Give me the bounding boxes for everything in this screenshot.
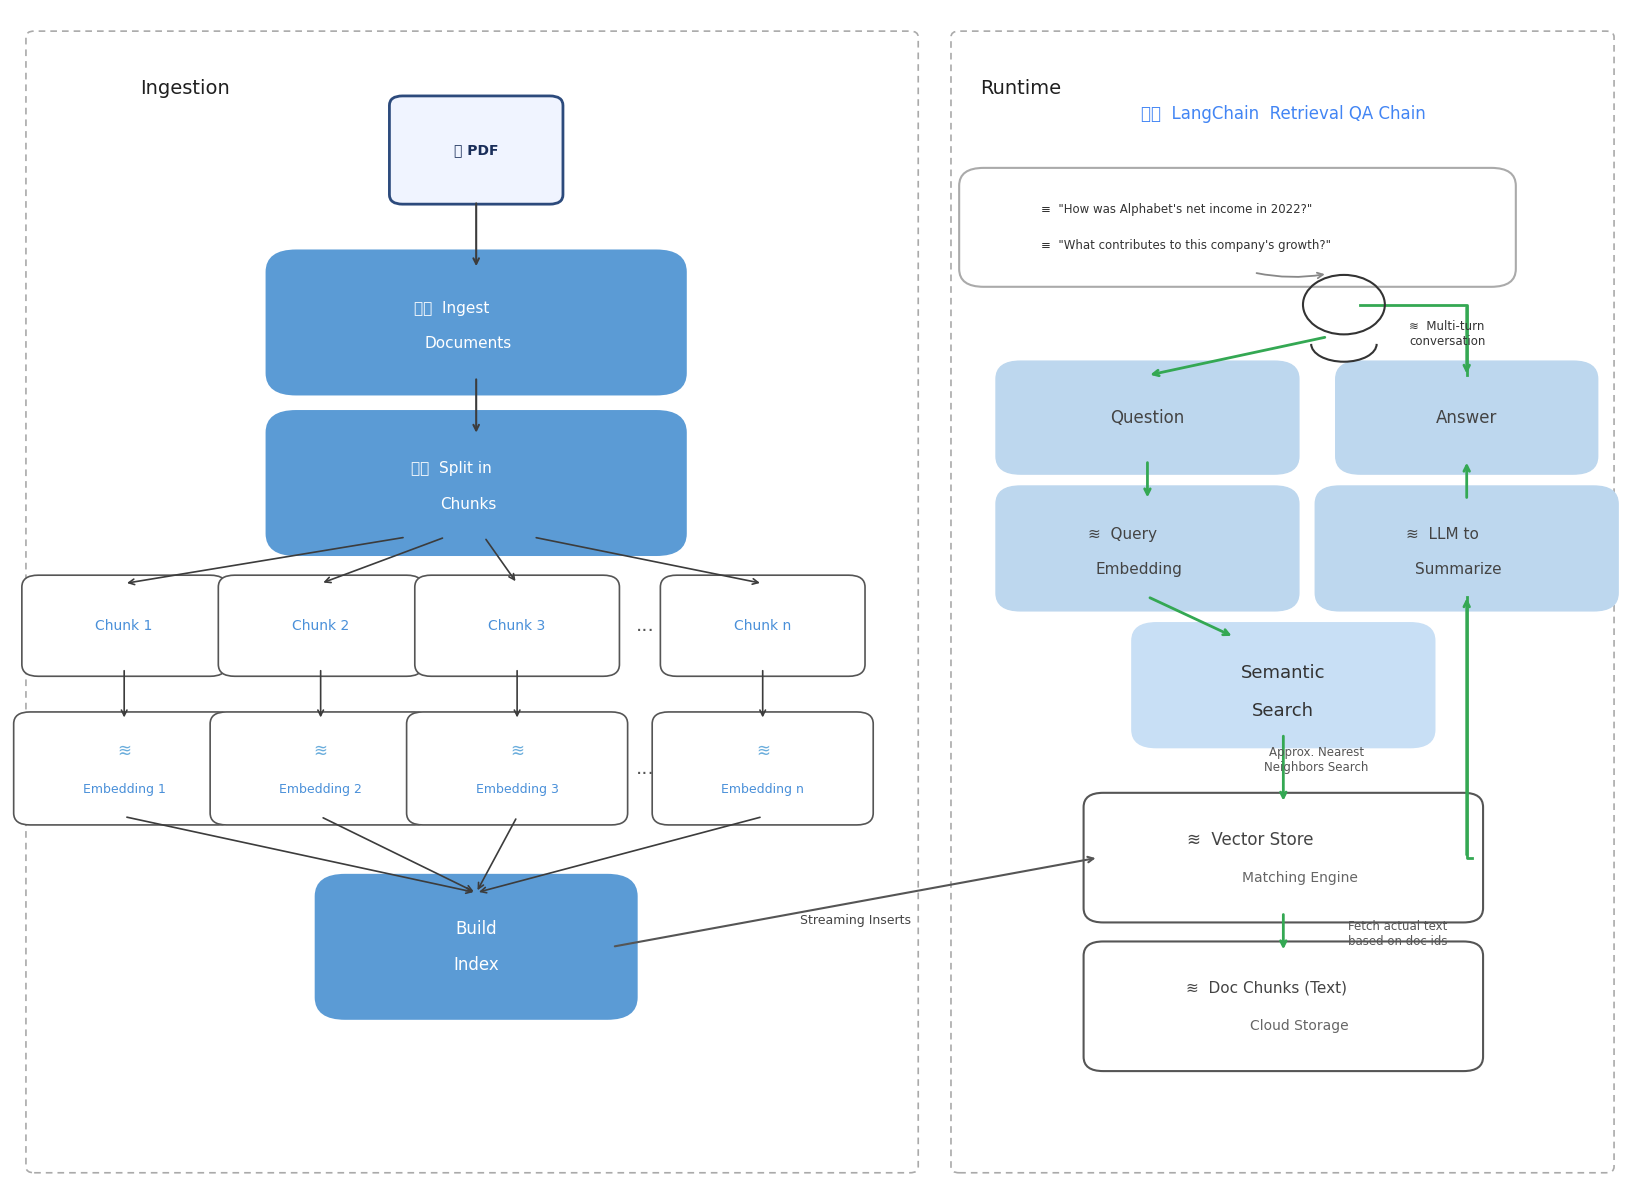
- FancyBboxPatch shape: [388, 95, 562, 204]
- Text: Fetch actual text
based on doc ids: Fetch actual text based on doc ids: [1347, 920, 1447, 949]
- FancyBboxPatch shape: [406, 712, 628, 825]
- Text: Chunks: Chunks: [439, 497, 497, 511]
- Text: Chunk n: Chunk n: [734, 619, 792, 633]
- Text: Matching Engine: Matching Engine: [1241, 871, 1357, 884]
- FancyBboxPatch shape: [13, 712, 234, 825]
- FancyBboxPatch shape: [267, 411, 685, 555]
- FancyBboxPatch shape: [210, 712, 431, 825]
- Text: ≡  "What contributes to this company's growth?": ≡ "What contributes to this company's gr…: [1041, 238, 1331, 252]
- FancyBboxPatch shape: [415, 576, 620, 676]
- Text: ...: ...: [634, 759, 654, 778]
- FancyBboxPatch shape: [661, 576, 864, 676]
- FancyBboxPatch shape: [316, 875, 636, 1019]
- Text: Embedding 2: Embedding 2: [279, 783, 362, 796]
- FancyBboxPatch shape: [1314, 486, 1618, 610]
- Text: ≋  Multi-turn
conversation: ≋ Multi-turn conversation: [1408, 321, 1485, 348]
- Text: Documents: Documents: [425, 336, 511, 352]
- Text: Embedding 3: Embedding 3: [475, 783, 559, 796]
- FancyBboxPatch shape: [1131, 622, 1434, 747]
- FancyBboxPatch shape: [652, 712, 872, 825]
- Text: 🦜🔗  Split in: 🦜🔗 Split in: [411, 461, 492, 477]
- Text: Semantic: Semantic: [1241, 664, 1324, 682]
- Text: Chunk 1: Chunk 1: [95, 619, 152, 633]
- Text: Cloud Storage: Cloud Storage: [1249, 1019, 1349, 1033]
- FancyBboxPatch shape: [995, 486, 1298, 610]
- FancyBboxPatch shape: [1083, 793, 1482, 923]
- Text: Question: Question: [1110, 409, 1183, 427]
- Text: Runtime: Runtime: [980, 79, 1060, 98]
- FancyBboxPatch shape: [21, 576, 226, 676]
- Text: ≋: ≋: [313, 741, 328, 759]
- FancyBboxPatch shape: [267, 250, 685, 395]
- Text: Chunk 3: Chunk 3: [488, 619, 546, 633]
- Text: ≡  "How was Alphabet's net income in 2022?": ≡ "How was Alphabet's net income in 2022…: [1041, 203, 1311, 216]
- Text: Embedding n: Embedding n: [721, 783, 803, 796]
- Text: ≋  Vector Store: ≋ Vector Store: [1187, 831, 1313, 849]
- Text: Ingestion: Ingestion: [141, 79, 229, 98]
- Text: 📄 PDF: 📄 PDF: [454, 143, 498, 157]
- Text: 🦜🔗  LangChain  Retrieval QA Chain: 🦜🔗 LangChain Retrieval QA Chain: [1141, 105, 1424, 123]
- Text: Streaming Inserts: Streaming Inserts: [800, 914, 910, 927]
- Text: ≋: ≋: [756, 741, 769, 759]
- Text: ≋  Doc Chunks (Text): ≋ Doc Chunks (Text): [1185, 981, 1347, 997]
- Text: ≋  LLM to: ≋ LLM to: [1405, 527, 1478, 541]
- Text: Embedding 1: Embedding 1: [82, 783, 166, 796]
- FancyBboxPatch shape: [1334, 361, 1596, 474]
- Text: Search: Search: [1252, 702, 1313, 720]
- Text: Answer: Answer: [1436, 409, 1496, 427]
- Text: Embedding: Embedding: [1095, 563, 1182, 577]
- Text: 🦜🔗  Ingest: 🦜🔗 Ingest: [413, 300, 488, 316]
- Text: Index: Index: [452, 956, 498, 974]
- FancyBboxPatch shape: [218, 576, 423, 676]
- Text: ≋  Query: ≋ Query: [1088, 527, 1157, 541]
- Text: ≋: ≋: [510, 741, 524, 759]
- Text: Chunk 2: Chunk 2: [292, 619, 349, 633]
- Text: Summarize: Summarize: [1414, 563, 1501, 577]
- FancyBboxPatch shape: [1083, 942, 1482, 1072]
- FancyBboxPatch shape: [995, 361, 1298, 474]
- FancyBboxPatch shape: [959, 168, 1514, 287]
- Text: ...: ...: [634, 616, 654, 635]
- Text: Build: Build: [456, 920, 497, 938]
- Text: ≋: ≋: [116, 741, 131, 759]
- Text: Approx. Nearest
Neighbors Search: Approx. Nearest Neighbors Search: [1264, 745, 1367, 774]
